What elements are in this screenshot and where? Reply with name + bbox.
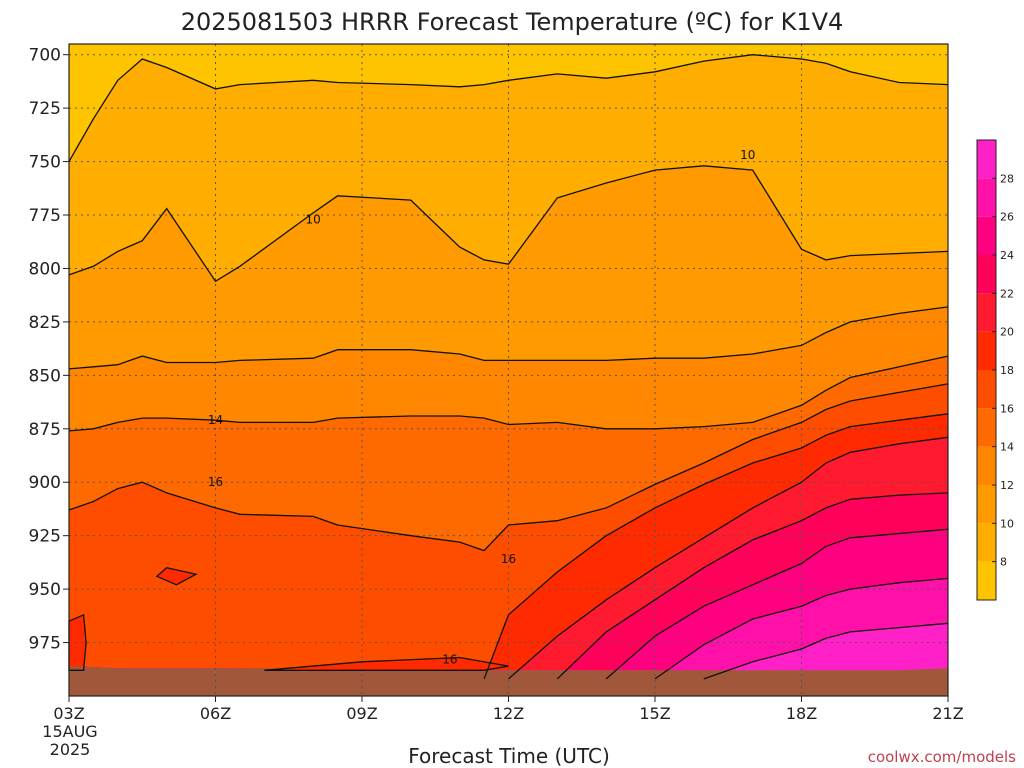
y-tick-label-975: 975 — [29, 634, 61, 654]
y-tick-label-700: 700 — [29, 46, 61, 66]
x-axis: 15AUG 2025 03Z 06Z 09Z 12Z 15Z 18Z 21Z — [42, 696, 964, 759]
contour-label-16: 16 — [501, 552, 516, 566]
grid-lines — [68, 44, 949, 696]
colorbar-swatch-12 — [977, 446, 996, 485]
contour-line-10 — [68, 165, 949, 283]
colorbar-tick-label-28: 28 — [1000, 172, 1014, 185]
colorbar-tick-label-16: 16 — [1000, 402, 1014, 415]
colorbar-tick-label-20: 20 — [1000, 326, 1014, 339]
contour-lines — [68, 54, 949, 680]
colorbar-tick-label-26: 26 — [1000, 211, 1014, 224]
colorbar-tick-label-10: 10 — [1000, 517, 1014, 530]
colorbar-swatch-18 — [977, 331, 996, 370]
closed-contour-2 — [264, 656, 509, 671]
y-tick-label-925: 925 — [29, 527, 61, 547]
contour-line-14 — [68, 355, 949, 432]
x-tick-label-12Z: 12Z — [493, 704, 524, 723]
colorbar-tick-label-8: 8 — [1000, 556, 1007, 569]
y-axis: 700 725 750 775 800 825 850 875 900 925 950 975 — [29, 46, 69, 654]
colorbar-swatch-22 — [977, 255, 996, 294]
colorbar-swatch-8 — [977, 523, 996, 562]
colorbar-swatch-20 — [977, 293, 996, 332]
credit-text: coolwx.com/models — [868, 748, 1016, 766]
contour-line-12 — [68, 306, 949, 370]
y-tick-label-850: 850 — [29, 366, 61, 386]
y-tick-label-750: 750 — [29, 153, 61, 173]
contour-line-18 — [483, 413, 949, 680]
colorbar-swatch-26 — [977, 178, 996, 217]
x-tick-label-03Z: 03Z — [53, 704, 84, 723]
y-tick-label-775: 775 — [29, 206, 61, 226]
colorbar-swatch-24 — [977, 216, 996, 255]
contour-label-16: 16 — [208, 475, 223, 489]
colorbar: 8 10 12 14 16 18 20 22 24 26 28 — [976, 139, 1014, 601]
closed-band-fill-1 — [69, 614, 87, 671]
chart-title: 2025081503 HRRR Forecast Temperature (ºC… — [181, 8, 844, 36]
x-tick-label-09Z: 09Z — [346, 704, 377, 723]
contour-label-10: 10 — [740, 148, 755, 162]
contour-line-20 — [508, 436, 949, 680]
contour-label-10: 10 — [306, 212, 321, 226]
colorbar-tick-label-12: 12 — [1000, 479, 1014, 492]
contour-line-16 — [68, 383, 949, 552]
x-tick-label-06Z: 06Z — [200, 704, 231, 723]
colorbar-swatch-16 — [977, 370, 996, 409]
x-tick-label-18Z: 18Z — [786, 704, 817, 723]
closed-band-fill-2 — [264, 657, 509, 671]
colorbar-swatch-14 — [977, 408, 996, 447]
contour-label-14: 14 — [208, 413, 223, 427]
colorbar-tick-label-24: 24 — [1000, 249, 1014, 262]
contour-line-24 — [605, 528, 949, 680]
band-fill-26 — [69, 578, 948, 696]
x-start-day: 15AUG — [42, 722, 97, 741]
x-axis-label: Forecast Time (UTC) — [408, 744, 610, 768]
colorbar-tick-label-18: 18 — [1000, 364, 1014, 377]
contour-line-8 — [68, 54, 949, 162]
colorbar-swatch-28 — [977, 140, 996, 179]
colorbar-swatch-10 — [977, 485, 996, 524]
contour-line-22 — [556, 492, 949, 680]
contour-line-28 — [703, 622, 949, 680]
y-tick-label-725: 725 — [29, 99, 61, 119]
closed-contour-0 — [155, 566, 198, 586]
y-tick-label-875: 875 — [29, 420, 61, 440]
x-tick-label-21Z: 21Z — [932, 704, 963, 723]
colorbar-swatch-6 — [977, 561, 996, 600]
y-tick-label-825: 825 — [29, 313, 61, 333]
contour-labels: 10 10 14 16 16 16 — [208, 148, 756, 666]
colorbar-tick-label-22: 22 — [1000, 287, 1014, 300]
y-tick-label-900: 900 — [29, 473, 61, 493]
y-tick-label-950: 950 — [29, 580, 61, 600]
colorbar-tick-label-14: 14 — [1000, 441, 1014, 454]
y-tick-label-800: 800 — [29, 259, 61, 279]
contour-line-26 — [654, 577, 949, 680]
contour-label-16: 16 — [442, 653, 457, 667]
x-start-year: 2025 — [50, 740, 91, 759]
x-tick-label-15Z: 15Z — [639, 704, 670, 723]
plot-area: 10 10 14 16 16 16 — [68, 43, 949, 697]
